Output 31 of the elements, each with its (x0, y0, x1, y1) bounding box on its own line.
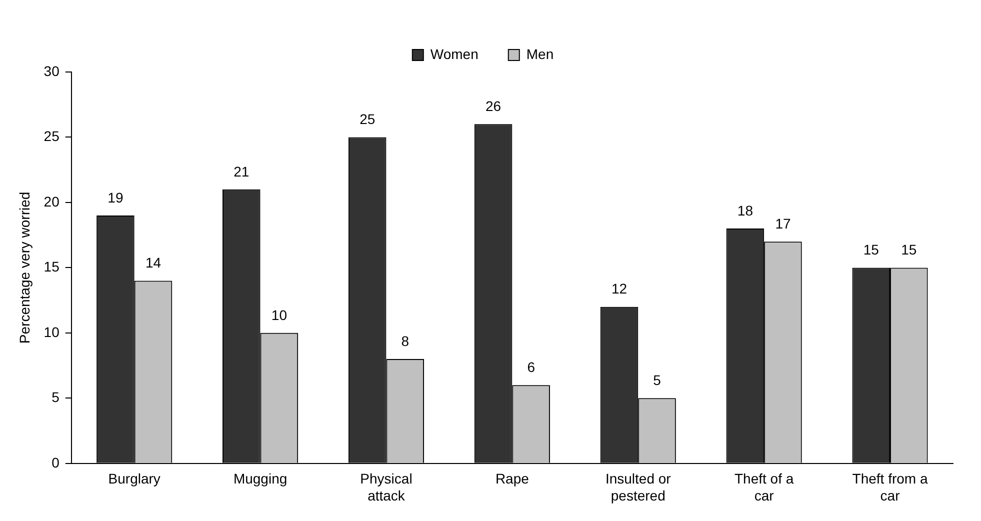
data-label: 18 (737, 202, 754, 218)
data-label: 6 (527, 358, 536, 375)
data-label: 15 (901, 242, 917, 258)
y-tick-label: 15 (44, 258, 60, 275)
data-label: 8 (401, 332, 410, 349)
x-tick-label: Rape (495, 470, 530, 487)
y-tick-label: 30 (44, 62, 60, 79)
x-tick-label: Theft of a car (734, 470, 794, 504)
x-tick-label: Mugging (233, 470, 288, 487)
data-label: 26 (486, 98, 502, 114)
y-tick-label: 0 (52, 454, 60, 470)
legend-label: Men (526, 46, 554, 62)
y-tick-label: 5 (52, 389, 60, 406)
y-tick-label: 10 (44, 324, 60, 340)
data-label: 12 (611, 280, 628, 297)
data-label: 14 (145, 254, 162, 271)
data-label: 5 (653, 372, 662, 388)
x-tick-label: Physical attack (360, 470, 412, 504)
legend-label: Women (430, 46, 478, 62)
data-label: 15 (863, 242, 880, 258)
data-label: 19 (108, 189, 124, 206)
y-axis-title: Percentage very worried (16, 192, 32, 344)
data-label: 10 (271, 306, 288, 323)
data-label: 25 (360, 111, 376, 128)
data-label: 17 (775, 215, 791, 232)
data-label: 21 (234, 163, 250, 180)
x-tick-label: Insulted or pestered (605, 470, 672, 504)
y-tick-label: 25 (44, 128, 60, 144)
y-tick-label: 20 (44, 193, 60, 210)
x-tick-label: Burglary (108, 470, 160, 487)
x-tick-label: Theft from a car (852, 470, 928, 504)
